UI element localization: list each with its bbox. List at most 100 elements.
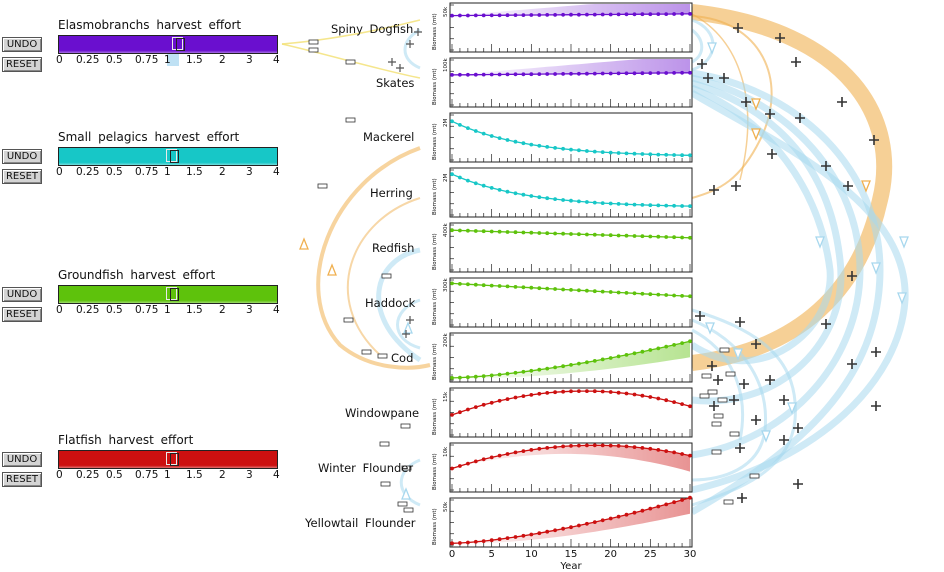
- uncertainty-band: [452, 59, 690, 75]
- link-marker: [749, 473, 760, 479]
- biomass-point: [624, 391, 629, 396]
- plus-icon: [869, 135, 879, 145]
- biomass-point: [545, 196, 550, 201]
- biomass-point: [481, 457, 486, 462]
- biomass-point: [624, 71, 629, 76]
- small_pelagics-undo-button[interactable]: UNDO: [2, 149, 42, 164]
- biomass-point: [458, 541, 462, 545]
- biomass-point: [656, 234, 661, 239]
- y-max-label: 10k: [443, 446, 449, 457]
- biomass-point: [632, 202, 637, 207]
- elasmobranchs-reset-button[interactable]: RESET: [2, 57, 42, 72]
- plus-icon: [793, 423, 803, 433]
- biomass-point: [672, 12, 676, 16]
- biomass-point: [458, 72, 462, 77]
- link-marker: [711, 449, 722, 455]
- uncertainty-band: [452, 4, 690, 16]
- biomass-point: [585, 360, 589, 365]
- flatfish-slider-handle[interactable]: [166, 452, 177, 465]
- biomass-point: [640, 71, 645, 76]
- biomass-point: [505, 230, 510, 234]
- link-marker: [381, 273, 392, 279]
- biomass-point: [680, 204, 684, 208]
- uncertainty-band: [452, 341, 690, 379]
- predation-link: [691, 4, 893, 371]
- plus-icon: [791, 57, 801, 67]
- plus-icon: [871, 401, 881, 411]
- biomass-point: [481, 72, 486, 77]
- x-tick-label: 0: [449, 549, 455, 560]
- plus-icon: [779, 395, 789, 405]
- biomass-point: [688, 12, 692, 16]
- biomass-point: [529, 194, 534, 198]
- biomass-point: [640, 508, 645, 513]
- biomass-point: [561, 364, 565, 369]
- groundfish-slider-baseline-marker: [170, 288, 179, 301]
- biomass-point: [585, 200, 589, 204]
- link-marker: [717, 397, 728, 403]
- biomass-point: [569, 232, 573, 236]
- elasmobranchs-effort-slider[interactable]: [58, 35, 278, 54]
- elasmobranchs-undo-button[interactable]: UNDO: [2, 37, 42, 52]
- biomass-point: [577, 523, 581, 528]
- small_pelagics-effort-slider[interactable]: [58, 147, 278, 166]
- biomass-point: [553, 146, 557, 150]
- biomass-point: [656, 504, 661, 509]
- biomass-point: [577, 232, 581, 237]
- y-axis-title: Biomass (mt): [432, 233, 438, 270]
- y-max-label: 400k: [443, 223, 449, 237]
- biomass-point: [680, 498, 684, 502]
- biomass-point: [473, 181, 478, 186]
- biomass-point: [513, 72, 518, 77]
- link-direction-arrow: [401, 487, 411, 500]
- biomass-point: [489, 186, 494, 190]
- biomass-point: [600, 357, 605, 362]
- biomass-point: [656, 292, 661, 297]
- groundfish-reset-button[interactable]: RESET: [2, 307, 42, 322]
- biomass-point: [529, 393, 534, 397]
- biomass-point: [632, 71, 637, 76]
- biomass-point: [466, 72, 470, 77]
- biomass-point: [632, 351, 637, 356]
- biomass-point: [569, 363, 573, 367]
- biomass-point: [537, 391, 542, 396]
- groundfish-undo-button[interactable]: UNDO: [2, 287, 42, 302]
- biomass-point: [577, 12, 581, 17]
- small_pelagics-scale-label: 1.5: [186, 166, 203, 178]
- biomass-point: [648, 292, 653, 297]
- biomass-point: [585, 232, 589, 237]
- species-label: Cod: [391, 351, 414, 365]
- biomass-point: [577, 288, 581, 293]
- chart-frame: [449, 497, 693, 548]
- small_pelagics-reset-button[interactable]: RESET: [2, 169, 42, 184]
- plus-icon: [843, 181, 853, 191]
- flatfish-reset-button[interactable]: RESET: [2, 472, 42, 487]
- biomass-point: [458, 123, 462, 127]
- elasmobranchs-scale-label: 0.5: [106, 54, 123, 66]
- groundfish-slider-handle[interactable]: [166, 287, 177, 300]
- biomass-point: [553, 72, 557, 76]
- species-label: Haddock: [365, 296, 416, 310]
- flatfish-slider-baseline-marker: [170, 453, 179, 466]
- biomass-point: [632, 445, 637, 449]
- flatfish-effort-slider[interactable]: [58, 450, 278, 469]
- flatfish-undo-button[interactable]: UNDO: [2, 452, 42, 467]
- elasmobranchs-slider-handle[interactable]: [171, 37, 183, 50]
- biomass-point: [458, 228, 462, 233]
- y-axis-title: Biomass (mt): [432, 453, 438, 490]
- biomass-point: [664, 152, 669, 157]
- biomass-point: [521, 141, 526, 146]
- predation-link: [690, 69, 884, 516]
- species-label: Mackerel: [363, 130, 415, 144]
- biomass-point: [640, 12, 645, 17]
- link-marker: [725, 371, 736, 377]
- elasmobranchs-scale-label: 2: [219, 54, 226, 66]
- biomass-point: [680, 70, 684, 75]
- small_pelagics-slider-handle[interactable]: [166, 149, 177, 162]
- biomass-point: [577, 199, 581, 204]
- small_pelagics-slider-baseline-marker: [170, 150, 179, 163]
- groundfish-effort-slider[interactable]: [58, 285, 278, 304]
- biomass-point: [616, 390, 621, 395]
- biomass-point: [458, 375, 462, 380]
- biomass-panel: [449, 442, 693, 493]
